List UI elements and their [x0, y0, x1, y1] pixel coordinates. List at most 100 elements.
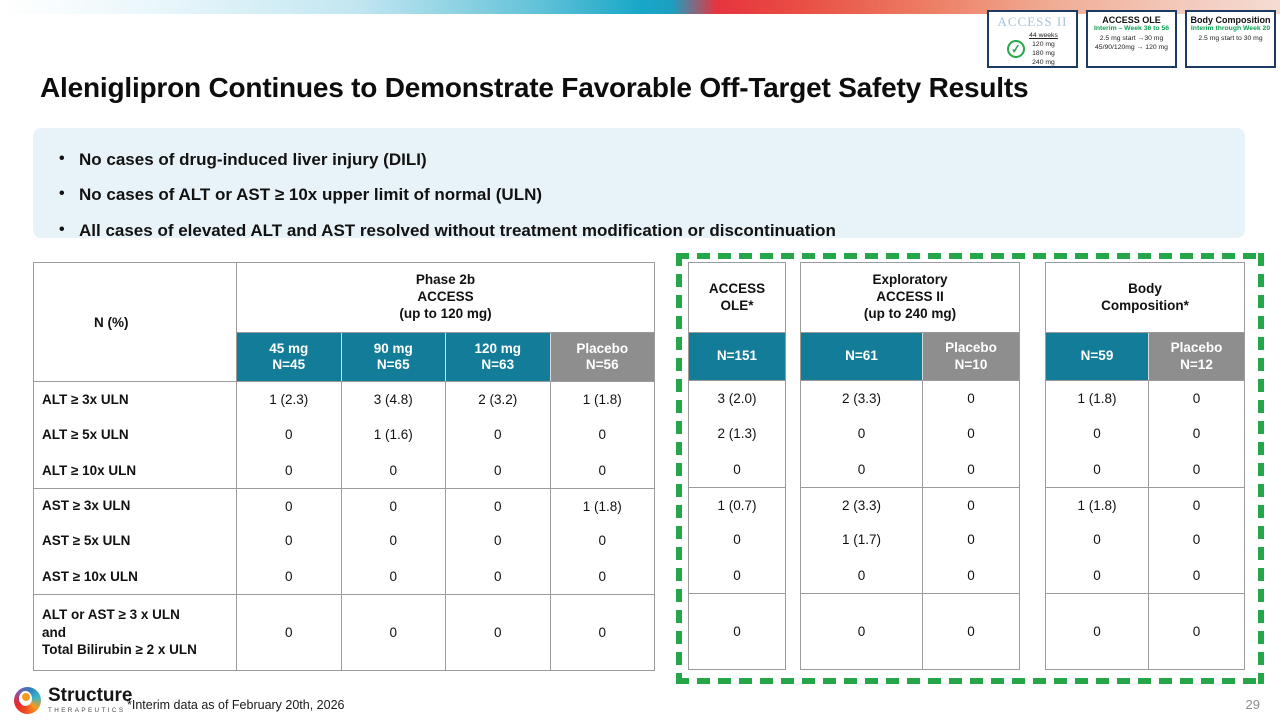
value-cell: 0 [446, 452, 551, 488]
value-cell: 0 [237, 558, 342, 594]
column-header-90mg: 90 mg N=65 [341, 333, 446, 381]
value-cell: 0 [1192, 497, 1201, 513]
key-point: No cases of drug-induced liver injury (D… [55, 147, 1225, 173]
value-cell: 0 [967, 497, 975, 513]
value-cell: 0 [967, 391, 975, 407]
value-cell: 0 [598, 568, 606, 584]
value-cell: 2 (3.3) [801, 487, 923, 523]
value-cell: 0 [801, 593, 923, 669]
table-row: 1 (1.8) 0 [1046, 381, 1244, 417]
page-number: 29 [1245, 697, 1260, 712]
value-cell: 0 [237, 452, 342, 488]
page-title: Aleniglipron Continues to Demonstrate Fa… [40, 72, 1029, 103]
table-row: 2 (1.3) [689, 416, 785, 451]
row-label: ALT ≥ 10x ULN [34, 452, 237, 488]
row-label: AST ≥ 3x ULN [34, 488, 237, 524]
table-row: 3 (2.0) [689, 381, 785, 416]
table-row: ALT ≥ 5x ULN 0 1 (1.6) 0 0 [34, 417, 654, 453]
value-cell: 3 (2.0) [717, 391, 757, 407]
value-cell: 1 (1.8) [1046, 381, 1149, 417]
value-cell: 0 [1192, 461, 1201, 477]
value-cell: 0 [733, 461, 741, 477]
table-row: 0 [689, 592, 785, 669]
table-access-ii-body: 2 (3.3) 0 0 0 0 0 2 (3.3) 0 1 (1.7) 0 0 0 0 0 [801, 381, 1019, 669]
table-phase2b-title: Phase 2b ACCESS (up to 120 mg) [237, 263, 654, 333]
table-body-composition: Body Composition* N=59 Placebo N=12 1 (1.8… [1045, 262, 1245, 670]
table-row: 0 [689, 452, 785, 487]
column-header-120mg: 120 mg N=63 [446, 333, 551, 381]
row-label: ALT ≥ 3x ULN [34, 382, 237, 418]
badge-body-composition-title: Body Composition [1190, 15, 1271, 25]
value-cell: 0 [1192, 623, 1201, 639]
table-row: AST ≥ 3x ULN 0 0 0 1 (1.8) [34, 487, 654, 524]
value-cell: 0 [342, 558, 446, 594]
table-access-ole-body: 3 (2.0) 2 (1.3) 0 1 (0.7) 0 0 0 [689, 381, 785, 669]
value-cell: 0 [733, 532, 741, 548]
column-header-n61: N=61 [801, 333, 923, 380]
table-row: 1 (1.7) 0 [801, 522, 1019, 558]
structure-logo-icon [14, 686, 41, 714]
check-circle-icon: ✓ [1006, 39, 1027, 60]
value-cell: 0 [446, 558, 551, 594]
key-point: All cases of elevated ALT and AST resolv… [55, 218, 1225, 244]
table-row: 0 [689, 558, 785, 593]
value-cell: 0 [733, 623, 741, 639]
column-header-45mg: 45 mg N=45 [237, 333, 342, 381]
column-header-n151: N=151 [689, 333, 785, 380]
value-cell: 0 [1192, 391, 1201, 407]
row-label: ALT ≥ 5x ULN [34, 417, 237, 453]
value-cell: 0 [446, 594, 551, 670]
table-access-ole: ACCESS OLE* N=151 3 (2.0) 2 (1.3) 0 1 (0.7) 0… [688, 262, 786, 670]
value-cell: 2 (1.3) [717, 426, 757, 442]
footnote: *Interim data as of February 20th, 2026 [127, 698, 345, 712]
value-cell: 0 [1046, 416, 1149, 452]
badge-access-ii: ACCESS II ✓ 44 weeks 120 mg 180 mg 240 mg [987, 10, 1078, 68]
value-cell: 0 [598, 427, 606, 443]
value-cell: 0 [446, 523, 551, 559]
logo-brand-text: Structure [48, 685, 133, 706]
value-cell: 0 [1046, 522, 1149, 558]
top-gradient-bar [0, 0, 1280, 14]
study-badges: ACCESS II ✓ 44 weeks 120 mg 180 mg 240 mg … [987, 10, 1276, 68]
value-cell: 1 (2.3) [237, 382, 342, 418]
table-row: 0 [689, 522, 785, 557]
value-cell: 0 [1046, 451, 1149, 487]
company-logo: Structure THERAPEUTICS [14, 686, 132, 714]
value-cell: 0 [733, 567, 741, 583]
value-cell: 0 [1192, 532, 1201, 548]
value-cell: 0 [967, 461, 975, 477]
value-cell: 0 [801, 416, 923, 452]
value-cell: 0 [237, 594, 342, 670]
table-exploratory-access-ii: Exploratory ACCESS II (up to 240 mg) N=61 … [800, 262, 1020, 670]
value-cell: 0 [1046, 557, 1149, 593]
value-cell: 0 [967, 426, 975, 442]
badge-access-ole-subtitle: Interim – Week 36 to 56 [1093, 25, 1170, 33]
table-body-composition-body: 1 (1.8) 0 0 0 0 0 1 (1.8) 0 0 0 0 0 0 0 [1046, 381, 1244, 669]
row-label: ALT or AST ≥ 3 x ULN and Total Bilirubin ≥… [34, 594, 237, 670]
badge-access-ii-weeks: 44 weeks [1029, 31, 1058, 39]
table-row: 1 (0.7) [689, 486, 785, 522]
badge-access-ole-doses: 2.5 mg start →30 mg 45/90/120mg → 120 mg [1095, 35, 1168, 52]
badge-body-composition-doses: 2.5 mg start to 30 mg [1198, 35, 1263, 43]
table-body-composition-title: Body Composition* [1046, 263, 1244, 333]
row-label: AST ≥ 5x ULN [34, 523, 237, 559]
value-cell: 0 [1192, 426, 1201, 442]
table-phase2b-body: ALT ≥ 3x ULN 1 (2.3) 3 (4.8) 2 (3.2) 1 (1.8)… [34, 382, 654, 670]
value-cell: 0 [967, 532, 975, 548]
value-cell: 0 [967, 623, 975, 639]
badge-body-composition-subtitle: Interim through Week 20 [1190, 25, 1271, 33]
key-points-list: No cases of drug-induced liver injury (D… [55, 147, 1225, 244]
badge-access-ole: ACCESS OLE Interim – Week 36 to 56 2.5 m… [1086, 10, 1177, 68]
logo-subbrand-text: THERAPEUTICS [48, 707, 126, 714]
value-cell: 0 [967, 567, 975, 583]
value-cell: 1 (1.8) [582, 392, 622, 408]
column-header-n59: N=59 [1046, 333, 1149, 380]
value-cell: 1 (1.6) [342, 417, 446, 453]
value-cell: 0 [237, 488, 342, 524]
